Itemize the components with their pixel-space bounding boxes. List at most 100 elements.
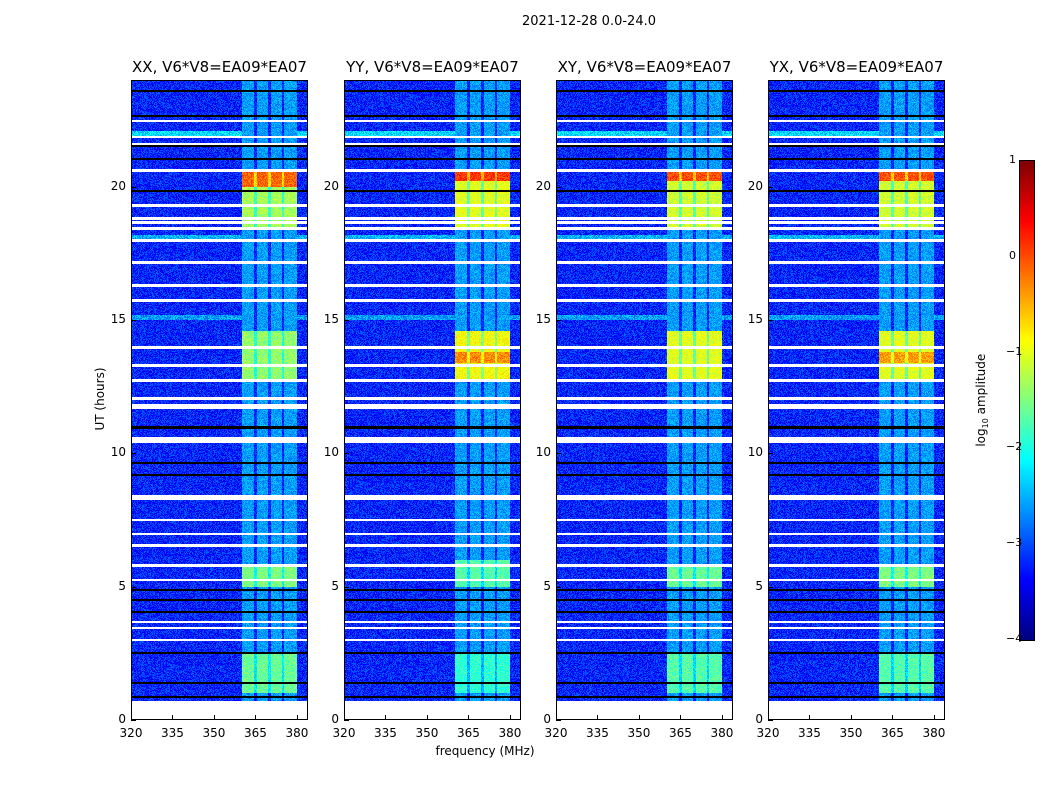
x-tick-mark — [509, 715, 511, 720]
x-tick-label: 335 — [161, 726, 184, 740]
spectrogram-heatmap — [768, 80, 945, 720]
x-tick-label: 350 — [627, 726, 651, 740]
x-tick-label: 350 — [839, 726, 863, 740]
y-tick-mark — [768, 453, 773, 455]
y-tick-label: 5 — [755, 578, 763, 593]
x-tick-label: 380 — [710, 726, 734, 740]
y-tick-mark — [768, 186, 773, 188]
x-tick-mark — [768, 715, 769, 720]
x-tick-label: 320 — [756, 726, 780, 740]
spectrogram-heatmap — [556, 80, 733, 720]
y-tick-label: 5 — [543, 578, 551, 593]
x-tick-label: 335 — [374, 726, 397, 740]
y-tick-mark — [131, 320, 136, 321]
panel-title: XY, V6*V8=EA09*EA07 — [557, 58, 732, 76]
x-tick-label: 350 — [202, 726, 226, 740]
y-tick-label: 15 — [747, 312, 763, 326]
y-tick-label: 0 — [118, 712, 126, 726]
figure-title: 2021-12-28 0.0-24.0 — [522, 14, 656, 29]
y-tick-label: 15 — [110, 312, 126, 326]
y-tick-label: 10 — [323, 445, 339, 460]
x-tick-mark — [597, 715, 599, 720]
x-tick-mark — [638, 715, 640, 720]
y-tick-mark — [556, 586, 561, 588]
x-tick-label: 380 — [285, 726, 309, 740]
y-tick-mark — [131, 586, 136, 588]
y-tick-label: 15 — [535, 312, 551, 326]
y-tick-mark — [344, 453, 349, 455]
colorbar-tick-label: −1 — [1006, 344, 1023, 358]
y-tick-label: 0 — [331, 712, 339, 726]
x-tick-label: 365 — [244, 726, 267, 740]
plot-frame — [768, 80, 945, 720]
y-tick-label: 20 — [110, 178, 126, 193]
panel-title: YX, V6*V8=EA09*EA07 — [769, 58, 944, 76]
x-tick-label: 380 — [498, 726, 522, 740]
y-tick-label: 20 — [747, 178, 763, 193]
panel-yy: YY, V6*V8=EA09*EA07 320 335 350 365 380 0 5 10 15… — [324, 58, 522, 740]
plot-frame — [344, 80, 521, 720]
panel-title: XX, V6*V8=EA09*EA07 — [132, 58, 307, 76]
y-tick-label: 20 — [323, 178, 339, 193]
x-tick-label: 320 — [332, 726, 356, 740]
colorbar-label: log10 amplitude — [973, 353, 991, 447]
x-tick-mark — [468, 715, 470, 720]
colorbar-tick-label: −4 — [1006, 632, 1023, 645]
y-tick-mark — [131, 186, 136, 188]
x-tick-label: 350 — [415, 726, 439, 740]
y-tick-mark — [344, 320, 349, 321]
panel-title: YY, V6*V8=EA09*EA07 — [346, 58, 519, 76]
x-tick-mark — [255, 715, 257, 720]
colorbar-tick-label: −3 — [1006, 536, 1023, 550]
x-tick-mark — [809, 715, 811, 720]
panel-yx: YX, V6*V8=EA09*EA07 320 335 350 365 380 0 5 10 15… — [748, 58, 946, 740]
y-tick-label: 15 — [323, 312, 339, 326]
y-tick-mark — [768, 720, 773, 721]
colorbar-tick-label: 1 — [1009, 153, 1016, 166]
x-tick-label: 320 — [119, 726, 143, 740]
y-tick-mark — [344, 586, 349, 588]
x-axis-label: frequency (MHz) — [435, 744, 535, 758]
y-tick-label: 0 — [755, 712, 763, 726]
x-tick-label: 335 — [586, 726, 609, 740]
plot-frame — [556, 80, 733, 720]
y-tick-mark — [556, 186, 561, 188]
y-tick-mark — [556, 320, 561, 321]
spectrogram-heatmap — [344, 80, 521, 720]
y-tick-mark — [768, 586, 773, 588]
y-tick-label: 10 — [110, 445, 126, 460]
colorbar — [1019, 160, 1035, 641]
panel-xy: XY, V6*V8=EA09*EA07 320 335 350 365 380 0 5 10 15… — [536, 58, 734, 740]
x-tick-mark — [850, 715, 852, 720]
y-tick-mark — [768, 320, 773, 321]
x-tick-mark — [892, 715, 894, 720]
y-axis-label: UT (hours) — [93, 367, 107, 431]
plot-frame — [131, 80, 308, 720]
y-tick-mark — [344, 186, 349, 188]
y-tick-label: 10 — [747, 445, 763, 460]
x-tick-mark — [213, 715, 215, 720]
y-tick-mark — [131, 720, 136, 721]
x-tick-mark — [680, 715, 682, 720]
x-tick-mark — [556, 715, 557, 720]
x-tick-mark — [172, 715, 174, 720]
x-tick-mark — [721, 715, 723, 720]
x-tick-mark — [296, 715, 298, 720]
y-tick-label: 10 — [535, 445, 551, 460]
panel-xx: XX, V6*V8=EA09*EA07 320 335 350 365 380 0 5 10 15… — [111, 58, 309, 740]
y-tick-mark — [556, 720, 561, 721]
x-tick-mark — [344, 715, 345, 720]
y-tick-mark — [344, 720, 349, 721]
x-tick-label: 320 — [544, 726, 568, 740]
y-tick-label: 0 — [543, 712, 551, 726]
x-tick-label: 365 — [669, 726, 692, 740]
y-tick-label: 20 — [535, 178, 551, 193]
x-tick-label: 365 — [457, 726, 480, 740]
x-tick-label: 365 — [881, 726, 904, 740]
x-tick-mark — [131, 715, 132, 720]
x-tick-mark — [385, 715, 387, 720]
colorbar-tick-label: 0 — [1009, 248, 1016, 262]
spectrogram-heatmap — [131, 80, 308, 720]
y-tick-label: 5 — [331, 578, 339, 593]
